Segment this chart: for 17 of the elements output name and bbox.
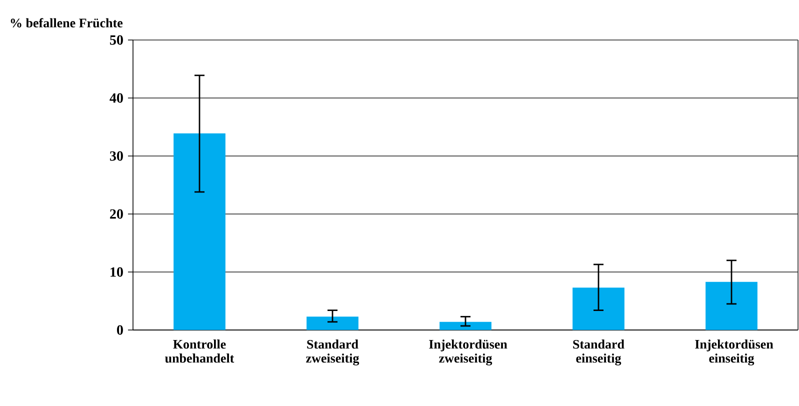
y-tick-label: 10 — [110, 267, 123, 277]
bar — [706, 282, 758, 330]
bar — [572, 288, 624, 330]
y-tick-label: 50 — [110, 35, 123, 45]
x-tick-label: Standard einseitig — [573, 340, 624, 366]
bar — [174, 133, 226, 330]
y-tick-label: 30 — [110, 151, 123, 161]
y-axis-title: % befallene Früchte — [10, 18, 123, 28]
bar — [306, 316, 358, 330]
x-tick-label: Kontrolle unbehandelt — [165, 340, 234, 363]
y-tick-label: 40 — [110, 93, 123, 103]
bar — [440, 322, 492, 330]
y-tick-label: 0 — [117, 325, 123, 335]
x-tick-label: Injektordüsen einseitig — [695, 340, 774, 366]
y-tick-label: 20 — [110, 209, 123, 219]
x-tick-label: Standard zweiseitig — [306, 340, 360, 366]
x-tick-label: Injektordüsen zweiseitig — [429, 340, 508, 366]
